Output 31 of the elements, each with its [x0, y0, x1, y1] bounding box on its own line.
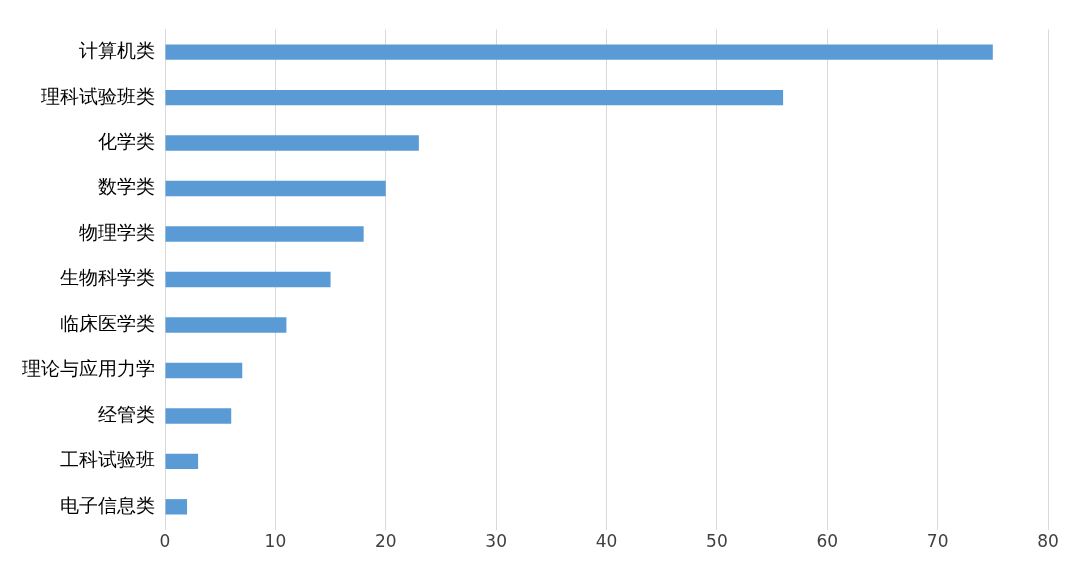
y-tick-label: 电子信息类	[60, 493, 155, 516]
bar	[165, 180, 386, 197]
y-tick-label: 计算机类	[79, 39, 155, 62]
y-tick-label: 经管类	[98, 402, 155, 425]
bar	[165, 44, 993, 60]
bar	[165, 317, 287, 333]
bar	[165, 135, 419, 151]
y-tick-label: 理论与应用力学	[22, 357, 155, 380]
y-tick-label: 理科试验班类	[41, 84, 155, 107]
bar	[165, 362, 243, 379]
bar	[165, 89, 784, 106]
x-tick-label: 80	[1037, 531, 1059, 552]
y-tick-label: 物理学类	[79, 220, 155, 243]
y-tick-label: 数学类	[98, 175, 155, 198]
bar	[165, 271, 331, 288]
x-tick-label: 70	[926, 531, 949, 552]
x-tick-label: 10	[264, 531, 287, 552]
y-tick-label: 化学类	[98, 130, 155, 153]
y-tick-label: 临床医学类	[60, 311, 155, 334]
x-tick-label: 40	[595, 531, 618, 552]
x-tick-label: 30	[485, 531, 507, 552]
bar	[165, 499, 188, 515]
bar	[165, 453, 199, 470]
x-tick-label: 0	[159, 531, 171, 552]
x-tick-label: 50	[706, 531, 728, 552]
x-tick-label: 60	[816, 531, 839, 552]
y-tick-label: 工科试验班	[60, 448, 155, 471]
bar	[165, 226, 364, 242]
bar	[165, 408, 232, 424]
x-tick-label: 20	[374, 531, 397, 552]
y-tick-label: 生物科学类	[60, 266, 155, 289]
